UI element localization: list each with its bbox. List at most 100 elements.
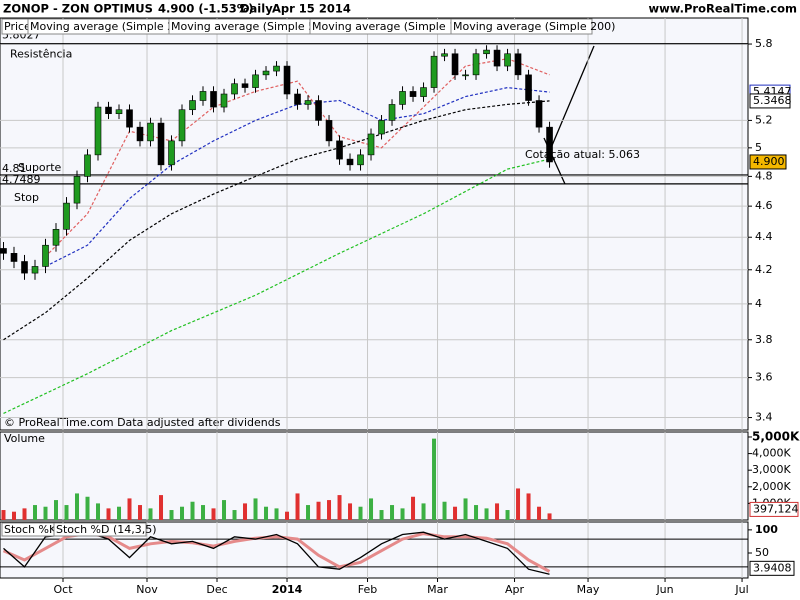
y-tick-label: 2,000K — [752, 480, 791, 493]
level-label: Stop — [14, 191, 39, 204]
candle-body — [0, 248, 7, 254]
price-panel — [0, 17, 749, 431]
volume-bar — [411, 496, 416, 520]
last-value-box — [749, 501, 799, 517]
moving-average — [3, 100, 550, 341]
y-tick-label: 5.8 — [755, 37, 773, 50]
volume-bar — [75, 493, 80, 520]
volume-bar — [138, 505, 143, 520]
volume-bar — [148, 508, 153, 520]
candle-body — [21, 261, 28, 274]
volume-bar — [432, 438, 437, 520]
candle-body — [493, 49, 501, 67]
volume-panel — [0, 431, 749, 521]
candle-body — [63, 202, 70, 230]
candle-body — [357, 154, 364, 166]
title: ZONOP - ZON OPTIMUS — [3, 2, 153, 16]
volume-bar — [537, 506, 542, 520]
volume-title: Volume — [4, 432, 45, 445]
legend-label: Stoch %D (14,3,5) — [56, 523, 157, 536]
y-tick-label: 3,000K — [752, 463, 791, 476]
volume-bar — [117, 506, 122, 520]
volume-bar — [33, 505, 38, 520]
level-label: Resistência — [10, 48, 72, 61]
candle-body — [451, 53, 459, 76]
volume-bar — [421, 503, 426, 520]
x-tick-label: Oct — [53, 583, 73, 596]
candle-body — [220, 93, 228, 108]
legend-box — [450, 18, 593, 35]
last-value-label: 4.900 — [753, 155, 785, 168]
candle-body — [367, 133, 375, 156]
candle-body — [483, 49, 490, 55]
last-value-box — [749, 560, 795, 576]
y-tick-label: 3.8 — [755, 333, 773, 346]
candle-body — [315, 100, 322, 121]
source: www.ProRealTime.com — [648, 2, 797, 16]
volume-bar — [54, 500, 59, 520]
candle-body — [136, 126, 144, 142]
volume-bar — [379, 510, 384, 520]
candle-body — [199, 91, 207, 101]
y-tick-label: 4.8 — [755, 169, 773, 182]
y-tick-label: 50 — [755, 546, 769, 559]
volume-bar — [43, 506, 48, 520]
candle-body — [210, 91, 217, 108]
y-tick-label: 5.2 — [755, 113, 773, 126]
legend-label: Moving average (Simple 50) — [171, 20, 326, 33]
volume-bar — [453, 506, 458, 520]
candle-body — [399, 91, 406, 105]
volume-bar — [253, 498, 258, 520]
date: Apr 15 2014 — [272, 2, 351, 16]
volume-bar — [295, 493, 300, 520]
level-value: 4.7489 — [2, 173, 41, 186]
volume-bar — [274, 508, 279, 520]
volume-bar — [306, 505, 311, 520]
candle-body — [273, 65, 280, 72]
legend-label: Price — [4, 20, 31, 33]
last-value-label: 5.3468 — [753, 94, 792, 107]
candle-body — [420, 87, 427, 97]
candle-body — [441, 53, 448, 57]
candle-body — [84, 154, 91, 177]
candle-body — [462, 74, 469, 77]
candle-body — [52, 229, 60, 246]
volume-bar — [484, 508, 489, 520]
volume-bar — [327, 500, 332, 520]
candle-body — [388, 104, 396, 121]
candle-body — [525, 74, 532, 101]
subtitle: 4.900 (-1.53%) — [158, 2, 254, 16]
last-value-label: 3.9408 — [753, 561, 792, 574]
volume-bar — [96, 503, 101, 520]
candle-body — [241, 83, 249, 88]
y-tick-label: 3.4 — [755, 411, 773, 424]
candle-body — [157, 122, 165, 166]
y-tick-label: 3.6 — [755, 371, 773, 384]
x-tick-label: Apr — [505, 583, 525, 596]
candle-body — [147, 122, 154, 142]
moving-average — [45, 86, 550, 267]
legend-label: Moving average (Simple 200) — [453, 20, 615, 33]
volume-bar — [201, 505, 206, 520]
volume-bar — [159, 495, 164, 520]
volume-bar — [285, 511, 290, 520]
volume-bar — [243, 503, 248, 520]
volume-bar — [106, 508, 111, 520]
y-tick-label: 4.2 — [755, 263, 773, 276]
last-value-box — [749, 154, 787, 170]
y-tick-label: 5 — [755, 141, 762, 154]
volume-bar — [222, 500, 227, 520]
volume-bar — [348, 503, 353, 520]
legend-label: Moving average (Simple 100) — [312, 20, 474, 33]
legend-label: Moving average (Simple 20) — [30, 20, 185, 33]
candle-body — [231, 83, 238, 95]
volume-bar — [463, 498, 468, 520]
candle-body — [115, 109, 123, 115]
volume-bar — [516, 488, 521, 520]
candle-body — [283, 65, 291, 95]
candle-body — [10, 253, 18, 262]
candle-body — [535, 100, 543, 128]
volume-bar — [400, 508, 405, 520]
candle-body — [409, 91, 417, 97]
